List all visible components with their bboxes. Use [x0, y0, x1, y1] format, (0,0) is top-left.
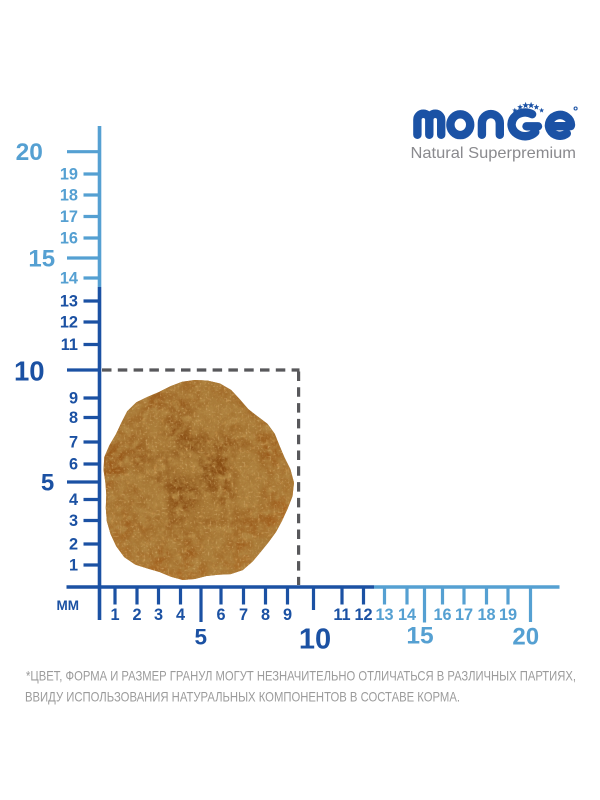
svg-text:8: 8 — [261, 606, 270, 624]
svg-text:10: 10 — [14, 355, 45, 386]
svg-text:MM: MM — [57, 598, 80, 613]
svg-text:11: 11 — [61, 336, 78, 354]
svg-text:1: 1 — [110, 606, 119, 624]
svg-text:5: 5 — [194, 624, 207, 649]
svg-text:12: 12 — [60, 313, 78, 331]
svg-text:16: 16 — [433, 606, 451, 624]
svg-text:17: 17 — [60, 208, 78, 226]
svg-text:13: 13 — [375, 606, 393, 624]
svg-text:20: 20 — [16, 139, 43, 166]
svg-text:*ЦВЕТ, ФОРМА И РАЗМЕР ГРАНУЛ М: *ЦВЕТ, ФОРМА И РАЗМЕР ГРАНУЛ МОГУТ НЕЗНА… — [26, 669, 576, 684]
svg-text:15: 15 — [28, 246, 55, 273]
svg-text:20: 20 — [512, 624, 539, 651]
svg-text:6: 6 — [216, 606, 225, 624]
svg-text:14: 14 — [60, 269, 78, 287]
svg-text:Natural Superpremium: Natural Superpremium — [411, 145, 577, 162]
svg-text:19: 19 — [60, 165, 78, 183]
svg-text:8: 8 — [69, 409, 78, 427]
svg-text:4: 4 — [69, 491, 78, 509]
svg-text:19: 19 — [499, 606, 517, 624]
svg-text:14: 14 — [398, 606, 416, 624]
svg-text:ВВИДУ ИСПОЛЬЗОВАНИЯ НАТУРАЛЬНЫ: ВВИДУ ИСПОЛЬЗОВАНИЯ НАТУРАЛЬНЫХ КОМПОНЕН… — [25, 690, 460, 705]
svg-text:9: 9 — [69, 389, 78, 407]
svg-text:3: 3 — [69, 512, 78, 530]
svg-text:11: 11 — [333, 606, 350, 624]
svg-text:7: 7 — [239, 606, 248, 624]
svg-text:5: 5 — [41, 470, 54, 497]
svg-text:15: 15 — [406, 623, 433, 650]
svg-text:3: 3 — [154, 606, 163, 624]
svg-text:1: 1 — [69, 556, 78, 574]
svg-text:16: 16 — [60, 229, 78, 247]
svg-text:13: 13 — [60, 292, 78, 310]
svg-text:17: 17 — [455, 606, 473, 624]
svg-text:12: 12 — [354, 606, 372, 624]
svg-text:18: 18 — [60, 186, 78, 204]
svg-text:18: 18 — [477, 606, 495, 624]
svg-text:10: 10 — [299, 624, 331, 656]
svg-text:9: 9 — [283, 606, 292, 624]
svg-text:4: 4 — [176, 606, 185, 624]
svg-text:2: 2 — [69, 535, 78, 553]
svg-text:6: 6 — [69, 455, 78, 473]
svg-text:7: 7 — [69, 433, 78, 451]
svg-text:2: 2 — [132, 606, 141, 624]
